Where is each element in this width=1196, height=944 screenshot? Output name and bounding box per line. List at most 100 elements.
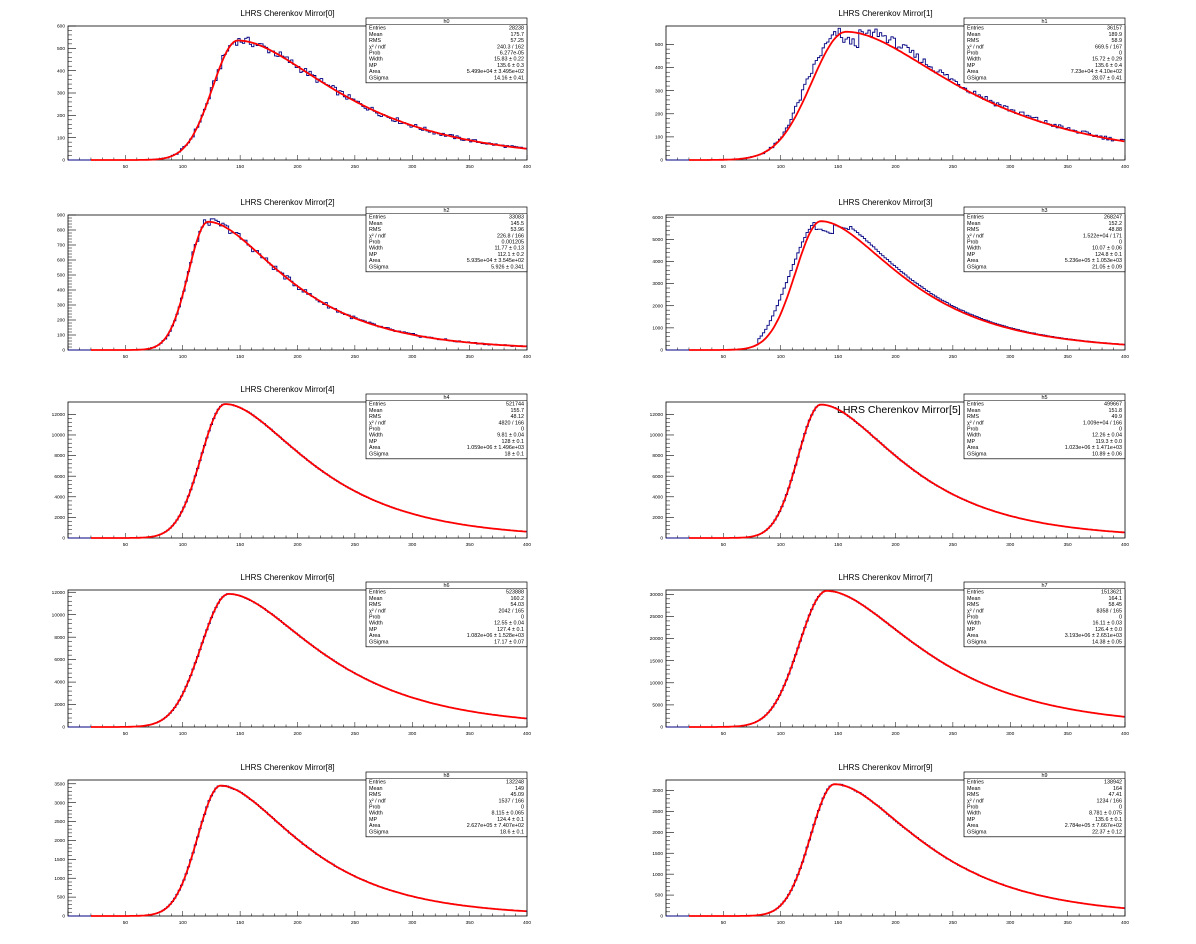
stats-value: 0.001205	[502, 240, 524, 246]
x-tick-label: 300	[408, 920, 416, 926]
stats-value: 5.499e+04 ± 3.495e+02	[467, 69, 524, 75]
x-tick-label: 400	[523, 731, 531, 737]
y-tick-label: 30000	[650, 592, 664, 598]
stats-label: Width	[369, 621, 383, 627]
x-tick-label: 100	[179, 542, 187, 548]
y-tick-label: 200	[57, 318, 65, 324]
stats-value: 127.4 ± 0.1	[497, 627, 524, 633]
y-tick-label: 10000	[52, 612, 66, 618]
y-tick-label: 500	[57, 273, 65, 279]
x-tick-label: 350	[1064, 164, 1072, 170]
panel-title: LHRS Cherenkov Mirror[0]	[240, 9, 334, 18]
stats-value: 0	[1119, 805, 1122, 811]
stats-value: 58.45	[1109, 602, 1123, 608]
y-tick-label: 1000	[652, 872, 663, 878]
y-tick-label: 0	[62, 725, 65, 731]
stats-value: 1234 / 166	[1097, 798, 1122, 804]
y-tick-label: 1500	[54, 857, 65, 863]
stats-label: χ² / ndf	[369, 233, 386, 239]
y-tick-label: 4000	[652, 494, 663, 500]
y-tick-label: 400	[655, 65, 663, 71]
stats-box	[963, 581, 1126, 648]
stats-label: Mean	[369, 408, 383, 414]
y-tick-label: 100	[57, 135, 65, 141]
stats-label: Width	[967, 57, 981, 63]
stats-label: Entries	[369, 590, 386, 596]
x-tick-label: 400	[523, 920, 531, 926]
stats-box	[963, 393, 1126, 460]
stats-label: Width	[967, 433, 981, 439]
histogram-panel-2: LHRS Cherenkov Mirror[2]0100200300400500…	[57, 198, 531, 360]
stats-value: 175.7	[511, 32, 525, 38]
stats-histogram-name: h8	[444, 773, 450, 779]
x-tick-label: 50	[721, 542, 727, 548]
stats-value: 124.4 ± 0.1	[497, 817, 524, 823]
y-tick-label: 3500	[54, 781, 65, 787]
stats-value: 132248	[506, 780, 524, 786]
stats-label: Prob	[369, 240, 380, 246]
stats-label: Mean	[967, 596, 981, 602]
stats-value: 112.1 ± 0.2	[497, 252, 524, 258]
stats-value: 5.236e+05 ± 1.053e+03	[1065, 258, 1122, 264]
y-tick-label: 500	[57, 46, 65, 52]
x-tick-label: 100	[179, 354, 187, 360]
y-tick-label: 0	[62, 914, 65, 920]
stats-value: 10.07 ± 0.06	[1092, 246, 1122, 252]
stats-label: RMS	[967, 602, 979, 608]
histogram-panel-5: LHRS Cherenkov Mirror[5]0200040006000800…	[650, 393, 1129, 548]
stats-histogram-name: h1	[1042, 19, 1048, 25]
y-tick-label: 20000	[650, 636, 664, 642]
stats-value: 164	[1113, 786, 1122, 792]
x-tick-label: 200	[293, 920, 301, 926]
x-tick-label: 150	[834, 731, 842, 737]
stats-box	[963, 771, 1126, 838]
y-tick-label: 3000	[54, 800, 65, 806]
stats-value: 521744	[506, 402, 524, 408]
panel-title: LHRS Cherenkov Mirror[8]	[240, 763, 334, 772]
stats-label: χ² / ndf	[967, 44, 984, 50]
stats-value: 1.522e+04 / 171	[1083, 233, 1122, 239]
y-tick-label: 2000	[652, 515, 663, 521]
y-tick-label: 6000	[652, 474, 663, 480]
stats-value: 16.11 ± 0.03	[1092, 621, 1122, 627]
stats-value: 48.12	[511, 414, 525, 420]
x-tick-label: 100	[179, 164, 187, 170]
y-tick-label: 1000	[652, 325, 663, 331]
fit-curve	[91, 592, 527, 728]
stats-box	[365, 771, 528, 838]
stats-value: 28.07 ± 0.41	[1092, 75, 1122, 81]
y-tick-label: 300	[57, 91, 65, 97]
stats-label: MP	[369, 439, 377, 445]
y-tick-label: 400	[57, 288, 65, 294]
stats-value: 226.8 / 166	[497, 233, 524, 239]
y-tick-label: 0	[660, 914, 663, 920]
y-tick-label: 0	[660, 158, 663, 164]
stats-label: Prob	[369, 51, 380, 57]
x-tick-label: 400	[1121, 542, 1129, 548]
y-tick-label: 500	[57, 895, 65, 901]
x-tick-label: 350	[1064, 920, 1072, 926]
stats-label: MP	[967, 817, 975, 823]
histogram-panel-6: LHRS Cherenkov Mirror[6]0200040006000800…	[52, 573, 532, 737]
stats-label: Mean	[967, 786, 981, 792]
stats-label: GSigma	[369, 264, 388, 270]
stats-value: 0	[1119, 427, 1122, 433]
stats-value: 53.96	[511, 227, 525, 233]
stats-value: 1.009e+04 / 166	[1083, 420, 1122, 426]
y-tick-label: 300	[655, 88, 663, 94]
y-tick-label: 6000	[54, 474, 65, 480]
stats-value: 14.38 ± 0.05	[1092, 639, 1122, 645]
fit-curve	[689, 30, 1125, 161]
stats-label: Entries	[369, 26, 386, 32]
x-tick-label: 50	[123, 542, 129, 548]
stats-value: 149	[515, 786, 524, 792]
y-tick-label: 5000	[652, 237, 663, 243]
stats-label: GSigma	[967, 829, 986, 835]
stats-label: Entries	[369, 780, 386, 786]
x-tick-label: 100	[777, 354, 785, 360]
stats-label: MP	[967, 627, 975, 633]
y-tick-label: 2000	[652, 830, 663, 836]
x-tick-label: 300	[408, 542, 416, 548]
x-tick-label: 100	[777, 920, 785, 926]
stats-label: Width	[967, 621, 981, 627]
